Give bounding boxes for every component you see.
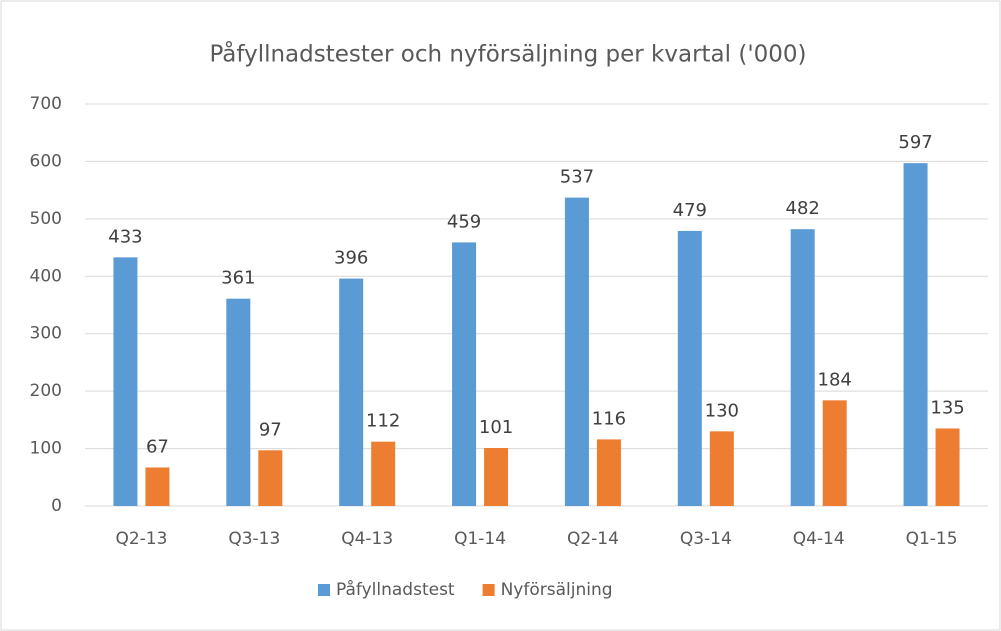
bar: [371, 441, 396, 506]
data-label: 67: [146, 437, 169, 458]
data-label: 135: [930, 397, 964, 418]
bar: [145, 467, 170, 506]
x-tick-label: Q3-14: [680, 529, 732, 549]
bar: [677, 230, 702, 506]
data-label: 459: [447, 211, 481, 232]
legend-swatch: [482, 584, 495, 596]
bar: [339, 278, 364, 506]
data-label: 361: [221, 268, 255, 289]
x-tick-label: Q4-13: [341, 529, 393, 549]
y-tick-label: 200: [30, 381, 62, 401]
bar: [484, 447, 509, 506]
data-label: 433: [108, 226, 142, 247]
x-tick-label: Q2-13: [115, 529, 167, 549]
y-tick-label: 600: [30, 151, 62, 171]
x-tick-label: Q1-14: [454, 529, 506, 549]
y-tick-label: 500: [30, 209, 62, 229]
bar: [903, 163, 928, 506]
legend-label: Nyförsäljning: [501, 580, 613, 600]
bar: [452, 242, 477, 506]
data-label: 479: [673, 200, 707, 221]
data-label: 112: [366, 411, 400, 432]
x-tick-label: Q4-14: [793, 529, 845, 549]
bar: [596, 439, 621, 506]
legend-label: Påfyllnadstest: [336, 579, 455, 600]
x-tick-label: Q3-13: [228, 529, 280, 549]
bar: [564, 197, 589, 506]
data-label: 597: [898, 132, 932, 153]
y-tick-label: 700: [30, 94, 62, 114]
data-label: 130: [705, 400, 739, 421]
data-label: 101: [479, 417, 513, 438]
data-label: 482: [786, 198, 820, 219]
data-label: 184: [818, 369, 852, 390]
bar: [258, 450, 283, 506]
chart-title: Påfyllnadstester och nyförsäljning per k…: [209, 40, 806, 68]
bar: [113, 257, 138, 506]
bar: [709, 431, 734, 506]
x-tick-label: Q1-15: [906, 529, 958, 549]
x-tick-label: Q2-14: [567, 529, 619, 549]
y-tick-label: 0: [51, 496, 62, 516]
y-tick-label: 300: [30, 324, 62, 344]
data-label: 97: [259, 419, 282, 440]
bar: [822, 400, 847, 506]
legend-swatch: [318, 584, 330, 596]
data-label: 537: [560, 167, 594, 188]
data-label: 116: [592, 408, 626, 429]
bar: [790, 229, 815, 507]
y-tick-label: 400: [30, 266, 62, 286]
bar: [935, 428, 960, 506]
data-label: 396: [334, 248, 368, 269]
y-tick-label: 100: [30, 439, 62, 459]
bar: [226, 298, 251, 506]
